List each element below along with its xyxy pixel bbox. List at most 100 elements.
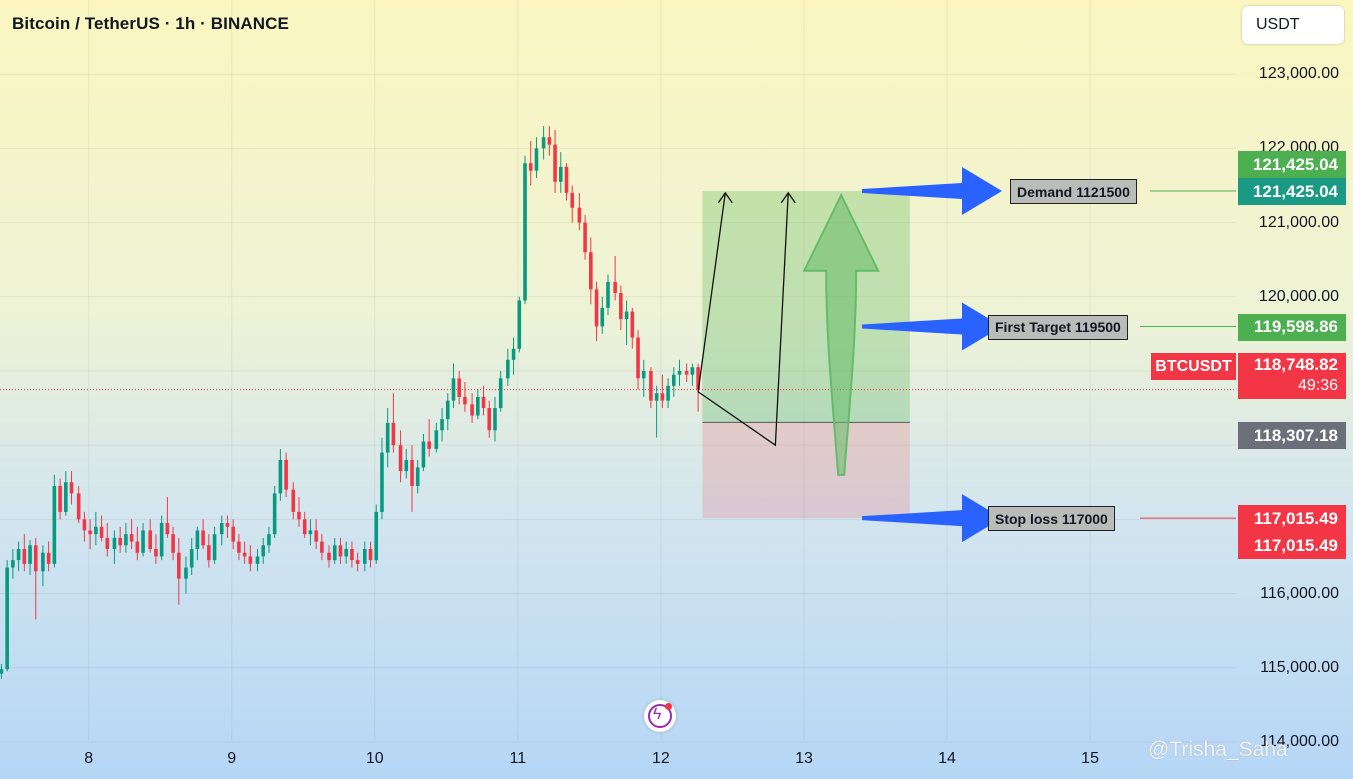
time-axis-label: 13 (795, 750, 813, 767)
candle (457, 378, 462, 397)
candle (22, 549, 27, 564)
candle (159, 523, 164, 557)
time-axis-label: 11 (509, 750, 527, 767)
candle (666, 385, 670, 401)
candle (177, 552, 181, 579)
price-tag: 117,015.49 (1238, 532, 1346, 560)
tradingview-logo-icon[interactable]: ϟ (644, 700, 676, 732)
candle (195, 530, 200, 550)
candle (5, 567, 9, 670)
candle (327, 552, 331, 561)
arrowhead-icon (717, 191, 733, 204)
candle (684, 370, 689, 375)
candle (493, 408, 497, 431)
time-axis-label: 9 (227, 750, 237, 767)
candle (619, 293, 623, 320)
candle (368, 549, 373, 561)
price-tag: 118,307.18 (1238, 422, 1346, 450)
watermark: @Trisha_Saha (1148, 738, 1288, 761)
candle (314, 530, 318, 542)
current-price-tag: 118,748.82 49:36 (1238, 353, 1346, 399)
symbol-tag: BTCUSDT (1151, 353, 1236, 380)
candle (69, 482, 74, 494)
blue-arrow-icon (862, 167, 1002, 216)
candle (267, 534, 271, 546)
candle (255, 556, 260, 564)
candle (112, 537, 117, 550)
candle (451, 378, 456, 401)
candle (52, 485, 57, 564)
blue-arrow-icon (862, 494, 1002, 543)
candle (41, 552, 45, 572)
big-up-arrow (802, 192, 880, 476)
candle (434, 430, 439, 449)
candle (308, 530, 313, 535)
candle (141, 530, 145, 553)
path-line-1 (697, 192, 726, 392)
target-zone (702, 191, 910, 423)
candle (261, 545, 266, 557)
candle (171, 534, 175, 553)
candle (583, 222, 587, 253)
candle (415, 467, 420, 486)
candle (398, 445, 403, 472)
candle (696, 367, 700, 390)
candle (105, 537, 110, 550)
stop-zone (702, 422, 910, 519)
candle (636, 337, 640, 379)
candle (344, 549, 348, 557)
candle (118, 537, 122, 546)
candle (630, 311, 635, 338)
chart-title: Bitcoin / TetherUS · 1h · BINANCE (12, 14, 289, 33)
current-price: 118,748.82 (1253, 355, 1338, 374)
candle (28, 545, 32, 564)
candle (219, 523, 224, 535)
candle (201, 530, 205, 546)
annotation-label[interactable]: Stop loss 117000 (988, 506, 1115, 532)
time-axis-label: 10 (365, 750, 384, 767)
candle (46, 552, 51, 564)
currency-button[interactable]: USDT (1242, 6, 1344, 44)
arrowhead-icon (780, 191, 796, 204)
candle (594, 289, 599, 327)
time-axis-label: 8 (84, 750, 94, 767)
candle (284, 459, 288, 490)
candle (94, 526, 98, 535)
candle (624, 311, 629, 320)
candle (613, 281, 617, 294)
candle (99, 526, 104, 538)
bar-countdown: 49:36 (1297, 377, 1338, 394)
candle (534, 148, 539, 171)
candle (297, 511, 301, 520)
candle (564, 166, 569, 193)
candle (135, 541, 140, 553)
candle (440, 419, 444, 431)
candle (58, 485, 62, 512)
candle (649, 370, 653, 401)
candle (88, 530, 92, 535)
candle (212, 534, 217, 561)
candle (600, 307, 605, 327)
candle (82, 519, 87, 531)
candle (470, 404, 474, 416)
candle (278, 459, 283, 494)
candle (165, 523, 170, 535)
candle (476, 396, 480, 416)
candle (660, 393, 665, 401)
annotation-label[interactable]: First Target 119500 (988, 314, 1128, 340)
candle (677, 370, 682, 375)
candle (558, 166, 563, 182)
candle (207, 545, 211, 561)
candle (690, 367, 695, 375)
candle (33, 545, 38, 572)
candle (517, 300, 522, 349)
candle (320, 541, 324, 553)
candle (385, 422, 390, 453)
price-axis-label: 120,000.00 (1258, 287, 1339, 305)
candle (248, 556, 253, 564)
candle (189, 549, 194, 568)
price-axis-label: 123,000.00 (1258, 65, 1339, 83)
annotation-label[interactable]: Demand 1121500 (1010, 179, 1137, 205)
